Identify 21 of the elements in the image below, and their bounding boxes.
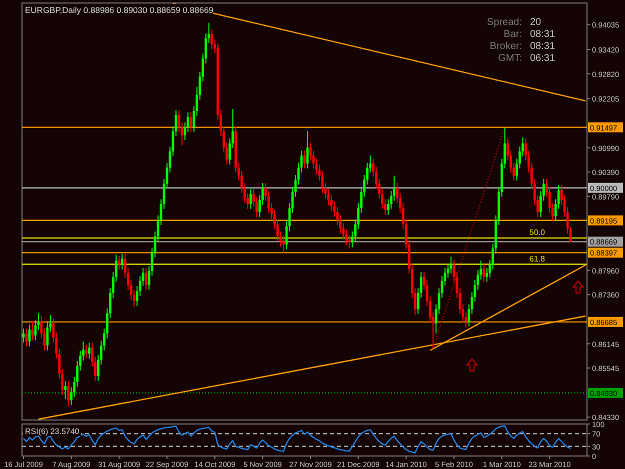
candlestick (190, 112, 192, 133)
candlestick (210, 28, 214, 50)
annotation: 50.0 (529, 228, 546, 237)
chart-title: EURGBP,Daily 0.88986 0.89030 0.88659 0.88669 (25, 5, 214, 15)
line-series (22, 425, 572, 454)
candlestick (64, 380, 67, 400)
candlestick (67, 380, 70, 407)
candlestick (282, 235, 285, 254)
annotation: Spread: 20 (486, 17, 542, 28)
annotation: Bar: 08:31 (504, 29, 556, 40)
candlestick (88, 342, 90, 360)
candlestick (144, 267, 148, 290)
candlestick (85, 344, 88, 360)
annotation: Broker: 08:31 (490, 41, 556, 52)
annotation: 61.8 (529, 254, 546, 264)
chart-title: RSI(6) 23.5740 (25, 427, 80, 436)
annotation: GMT: 06:31 (498, 53, 556, 64)
candlestick (249, 188, 252, 210)
candlestick (118, 255, 120, 270)
candlestick (120, 253, 124, 270)
candlestick (482, 263, 486, 282)
